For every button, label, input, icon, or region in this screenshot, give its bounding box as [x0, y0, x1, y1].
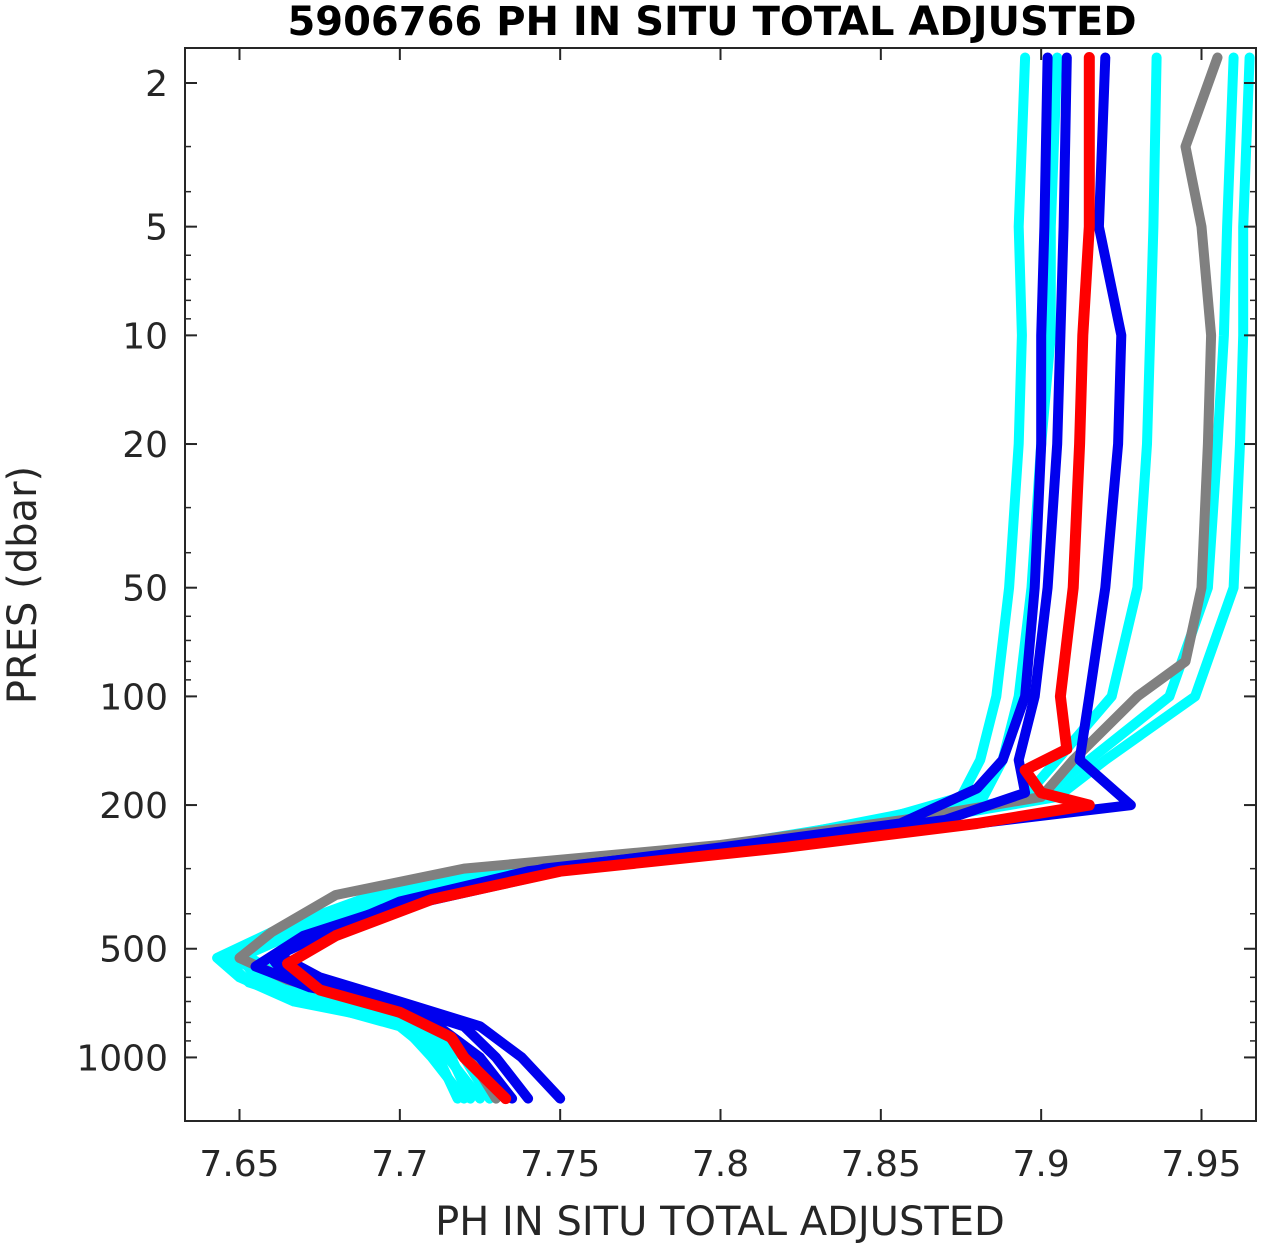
x-tick-label: 7.65 — [199, 1144, 279, 1185]
y-tick-label: 500 — [99, 930, 168, 971]
y-tick-label: 100 — [99, 677, 168, 718]
x-tick-label: 7.85 — [841, 1144, 921, 1185]
x-tick-label: 7.9 — [1013, 1144, 1070, 1185]
x-axis-label: PH IN SITU TOTAL ADJUSTED — [435, 1199, 1005, 1245]
y-tick-label: 200 — [99, 786, 168, 827]
series-line-red-9 — [282, 52, 1095, 1105]
x-tick-label: 7.95 — [1161, 1144, 1241, 1185]
x-tick-label: 7.75 — [520, 1144, 600, 1185]
chart-title: 5906766 PH IN SITU TOTAL ADJUSTED — [287, 0, 1136, 45]
y-axis-label: PRES (dbar) — [0, 466, 46, 704]
x-tick-label: 7.7 — [371, 1144, 428, 1185]
series-layer — [212, 52, 1255, 1105]
y-axis: 2 5 10 20 50 100 200 500 1000 — [76, 64, 1256, 1079]
y-tick-label: 10 — [122, 316, 168, 357]
y-tick-label: 5 — [145, 208, 168, 249]
x-tick-label: 7.8 — [692, 1144, 749, 1185]
y-tick-label: 1000 — [76, 1038, 168, 1079]
y-tick-label: 20 — [122, 425, 168, 466]
y-tick-label: 50 — [122, 569, 168, 610]
x-axis: 7.65 7.7 7.75 7.8 7.85 7.9 7.95 — [199, 48, 1242, 1185]
y-tick-label: 2 — [145, 64, 168, 105]
